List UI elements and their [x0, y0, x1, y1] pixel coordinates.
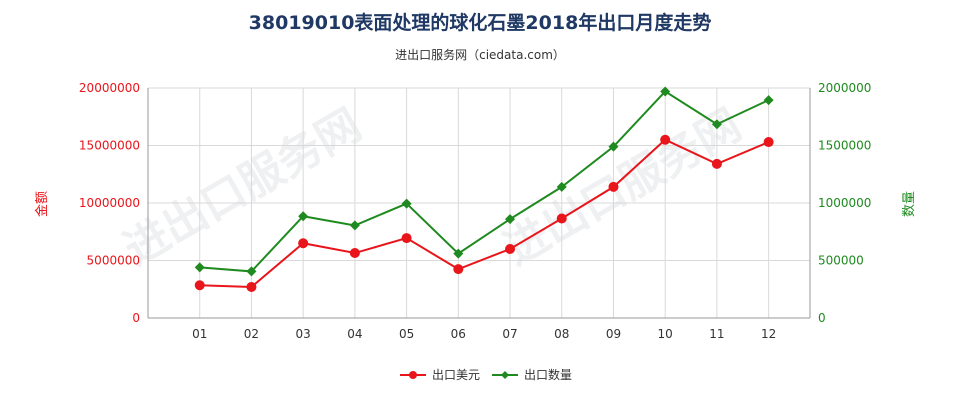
series-1-point	[763, 95, 774, 106]
x-tick-label: 12	[761, 327, 776, 341]
left-tick-label: 20000000	[79, 81, 140, 95]
right-axis-ticks: 0 500000 1000000 1500000 2000000	[818, 81, 871, 325]
series-1-point	[401, 198, 412, 209]
x-tick-label: 02	[244, 327, 259, 341]
series-1-point	[246, 266, 257, 277]
right-tick-label: 2000000	[818, 81, 871, 95]
right-tick-label: 0	[818, 311, 826, 325]
x-tick-label: 08	[554, 327, 569, 341]
x-tick-label: 01	[192, 327, 207, 341]
x-tick-label: 06	[451, 327, 466, 341]
series-1-point	[298, 211, 309, 222]
series-0-point	[660, 134, 671, 145]
x-tick-label: 05	[399, 327, 414, 341]
series-1-point	[505, 214, 516, 225]
series-0-point	[556, 213, 567, 224]
series-1-point	[349, 220, 360, 231]
series-line-0	[199, 138, 770, 288]
left-tick-label: 10000000	[79, 196, 140, 210]
legend-label: 出口美元	[432, 368, 480, 382]
series-0-point	[246, 281, 257, 292]
series-1-point	[453, 248, 464, 259]
series-0-point	[453, 264, 464, 275]
chart-subtitle: 进出口服务网（ciedata.com）	[395, 48, 565, 62]
right-tick-label: 500000	[818, 254, 864, 268]
chart-title: 38019010表面处理的球化石墨2018年出口月度走势	[248, 12, 712, 34]
x-tick-label: 11	[709, 327, 724, 341]
legend-marker	[409, 371, 417, 379]
x-tick-label: 03	[296, 327, 311, 341]
series-0-point	[505, 244, 516, 254]
right-tick-label: 1500000	[818, 139, 871, 153]
series-0-point	[711, 158, 722, 169]
legend-label: 出口数量	[524, 367, 572, 382]
x-tick-label: 04	[347, 327, 362, 341]
left-tick-label: 5000000	[87, 254, 140, 268]
left-tick-label: 15000000	[79, 139, 140, 153]
x-tick-label: 10	[658, 327, 673, 341]
series-0-point	[608, 181, 619, 192]
left-axis-label: 金额	[34, 191, 50, 217]
legend[interactable]: 出口美元 出口数量	[400, 367, 572, 382]
series-1-point	[194, 262, 205, 273]
x-tick-label: 09	[606, 327, 621, 341]
watermarks: 进出口服务网 进出口服务网	[116, 99, 750, 275]
x-axis-ticks: 01 02 03 04 05 06 07 08 09 10 11 12	[192, 327, 776, 341]
series-1-point	[711, 119, 722, 130]
series-line-1	[199, 90, 770, 273]
series-1-point	[608, 141, 619, 152]
series-0-point	[298, 238, 309, 249]
series-0-point	[401, 233, 412, 244]
legend-marker	[501, 371, 509, 379]
series-0-point	[349, 248, 360, 259]
left-tick-label: 0	[132, 311, 140, 325]
series	[194, 86, 774, 292]
right-tick-label: 1000000	[818, 196, 871, 210]
series-1-point	[660, 86, 671, 97]
right-axis-label: 数量	[902, 191, 917, 217]
legend-item-0[interactable]: 出口美元	[400, 368, 480, 382]
series-0-point	[763, 137, 774, 148]
legend-item-1[interactable]: 出口数量	[492, 367, 572, 382]
axes	[147, 88, 811, 319]
series-0-point	[194, 280, 205, 291]
grid	[148, 87, 810, 319]
x-tick-label: 07	[502, 327, 517, 341]
left-axis-ticks: 0 5000000 10000000 15000000 20000000	[79, 81, 140, 325]
series-1-point	[556, 181, 567, 192]
watermark-text: 进出口服务网	[496, 99, 750, 275]
